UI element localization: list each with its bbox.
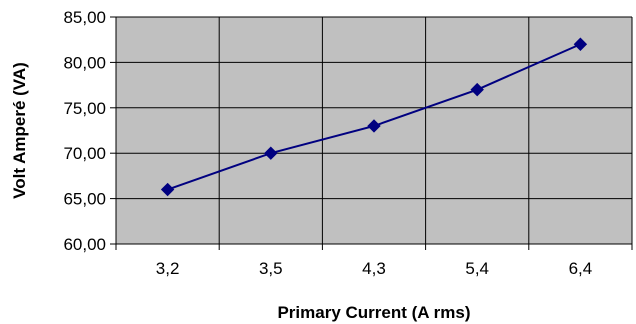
axes bbox=[110, 16, 633, 250]
x-tick-label: 5,4 bbox=[465, 259, 489, 278]
data-point-marker bbox=[264, 146, 278, 160]
x-tick-label: 3,2 bbox=[156, 259, 180, 278]
data-point-marker bbox=[573, 37, 588, 51]
y-tick-label: 60,00 bbox=[63, 235, 106, 254]
x-tick-label: 4,3 bbox=[362, 259, 386, 278]
y-tick-label: 85,00 bbox=[63, 8, 106, 27]
y-tick-label: 75,00 bbox=[63, 99, 106, 118]
data-point-marker bbox=[160, 182, 175, 197]
y-tick-label: 65,00 bbox=[63, 190, 106, 209]
y-tick-label: 70,00 bbox=[63, 144, 106, 163]
x-axis-title: Primary Current (A rms) bbox=[277, 303, 470, 322]
data-point-marker bbox=[367, 119, 381, 133]
y-axis-title: Volt Amperé (VA) bbox=[10, 62, 29, 199]
series bbox=[160, 37, 588, 197]
x-tick-label: 3,5 bbox=[259, 259, 283, 278]
y-tick-label: 80,00 bbox=[63, 53, 106, 72]
x-tick-label: 6,4 bbox=[569, 259, 593, 278]
grid-lines bbox=[115, 16, 633, 245]
data-point-marker bbox=[470, 82, 484, 97]
tick-labels: 60,00 65,00 70,00 75,00 80,00 85,00 3,2 3,5 4,3 5… bbox=[63, 8, 592, 278]
